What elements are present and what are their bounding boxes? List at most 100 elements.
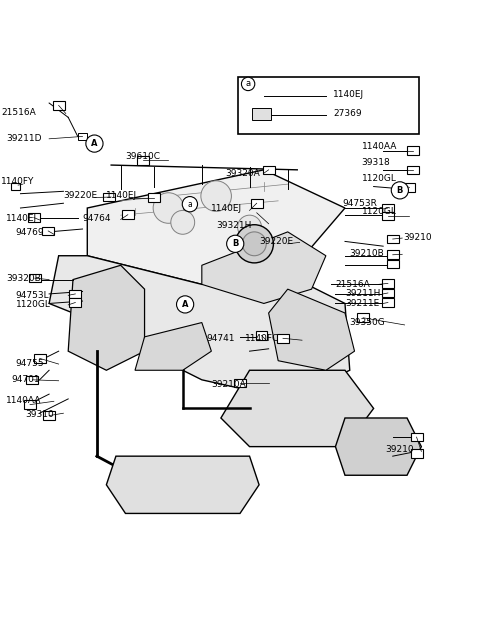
Text: 1120GL: 1120GL xyxy=(16,300,50,309)
Text: 39321H: 39321H xyxy=(216,221,252,230)
Bar xyxy=(234,379,246,387)
Circle shape xyxy=(153,193,184,223)
Bar xyxy=(29,274,41,282)
Circle shape xyxy=(391,182,408,199)
Text: 94764: 94764 xyxy=(83,214,111,223)
Polygon shape xyxy=(202,232,326,304)
Bar xyxy=(410,433,422,441)
Bar xyxy=(103,193,115,202)
Text: 94741: 94741 xyxy=(206,334,235,343)
Text: a: a xyxy=(246,80,251,88)
Text: 94753R: 94753R xyxy=(343,198,377,208)
Text: B: B xyxy=(396,186,403,195)
Text: 39320A: 39320A xyxy=(226,168,261,178)
Text: 1140FY: 1140FY xyxy=(1,177,35,187)
Bar xyxy=(382,279,394,288)
Text: 39210B: 39210B xyxy=(350,249,384,258)
Bar xyxy=(255,331,267,340)
Text: 39211D: 39211D xyxy=(6,135,42,143)
Polygon shape xyxy=(135,322,211,370)
Bar xyxy=(407,165,419,174)
Text: 94755: 94755 xyxy=(16,359,44,367)
Bar xyxy=(53,101,65,110)
Polygon shape xyxy=(269,289,355,370)
Text: 39220E: 39220E xyxy=(63,191,97,200)
Text: 1140FC: 1140FC xyxy=(245,334,279,343)
Circle shape xyxy=(177,296,194,313)
Bar xyxy=(148,193,160,202)
Bar xyxy=(251,199,263,208)
Bar xyxy=(238,77,419,134)
Bar xyxy=(28,213,40,222)
Text: 94753L: 94753L xyxy=(16,291,49,300)
Text: 39210: 39210 xyxy=(404,233,432,242)
Circle shape xyxy=(171,210,195,234)
Text: 21516A: 21516A xyxy=(336,280,370,289)
Text: 39320B: 39320B xyxy=(6,274,41,283)
Bar xyxy=(122,210,134,219)
Bar xyxy=(70,290,81,298)
Polygon shape xyxy=(68,265,144,370)
Text: 39310: 39310 xyxy=(25,410,54,419)
Text: A: A xyxy=(91,139,98,148)
Text: 1140EJ: 1140EJ xyxy=(333,90,364,99)
Text: 1120GL: 1120GL xyxy=(362,174,396,183)
Bar xyxy=(24,401,36,409)
Bar xyxy=(277,334,289,342)
Text: 1140EJ: 1140EJ xyxy=(211,203,242,212)
Text: A: A xyxy=(182,300,188,309)
Polygon shape xyxy=(107,456,259,513)
Bar xyxy=(70,298,81,307)
Bar xyxy=(407,146,419,155)
Bar xyxy=(382,298,394,307)
Text: 1140AA: 1140AA xyxy=(6,396,42,405)
Text: 94769: 94769 xyxy=(16,228,44,237)
Bar xyxy=(410,449,422,458)
Polygon shape xyxy=(221,370,373,446)
Bar xyxy=(137,156,149,165)
Bar xyxy=(387,260,399,268)
Bar xyxy=(382,203,394,212)
Bar xyxy=(382,289,394,297)
Bar xyxy=(357,314,369,322)
Bar xyxy=(34,354,46,362)
Bar xyxy=(387,235,399,244)
Circle shape xyxy=(227,235,244,252)
Text: 39220E: 39220E xyxy=(259,237,293,246)
Circle shape xyxy=(182,197,198,212)
Bar xyxy=(42,227,54,235)
Polygon shape xyxy=(49,256,350,399)
Text: 1140EJ: 1140EJ xyxy=(6,214,37,223)
Circle shape xyxy=(241,77,255,91)
Text: 21516A: 21516A xyxy=(1,108,36,117)
Circle shape xyxy=(235,225,274,263)
Text: 39210A: 39210A xyxy=(211,380,246,389)
Bar xyxy=(404,183,415,192)
Text: 39610C: 39610C xyxy=(125,152,160,161)
Bar xyxy=(387,250,399,259)
Text: 39350G: 39350G xyxy=(350,318,385,327)
Bar xyxy=(263,165,275,174)
Text: 39211H: 39211H xyxy=(345,289,380,299)
Bar xyxy=(43,411,55,420)
Bar xyxy=(382,212,394,220)
Bar xyxy=(78,133,87,140)
Polygon shape xyxy=(336,418,421,475)
Bar xyxy=(26,376,38,384)
Text: 39318: 39318 xyxy=(362,158,390,167)
Text: 94701: 94701 xyxy=(11,376,39,384)
Text: 1140EJ: 1140EJ xyxy=(107,191,137,200)
Polygon shape xyxy=(87,170,345,284)
Text: a: a xyxy=(188,200,192,208)
Circle shape xyxy=(242,232,266,256)
Text: 1120GL: 1120GL xyxy=(362,207,396,216)
Text: B: B xyxy=(232,239,239,249)
Text: 39211E: 39211E xyxy=(345,299,379,308)
Circle shape xyxy=(238,215,262,239)
Text: 27369: 27369 xyxy=(333,109,362,118)
Circle shape xyxy=(86,135,103,152)
Bar xyxy=(257,93,266,99)
Text: 39210: 39210 xyxy=(385,446,414,454)
Circle shape xyxy=(201,181,231,212)
Polygon shape xyxy=(252,108,271,120)
